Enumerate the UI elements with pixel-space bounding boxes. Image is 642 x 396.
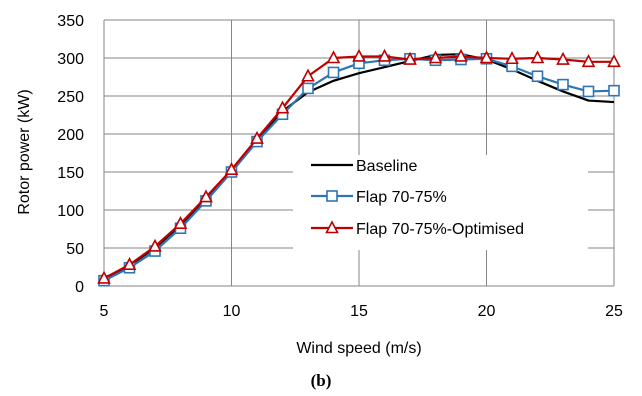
legend-marker bbox=[325, 220, 339, 234]
data-series bbox=[97, 48, 621, 287]
data-point bbox=[479, 50, 494, 64]
data-point bbox=[428, 50, 443, 64]
y-tick-label: 100 bbox=[57, 203, 84, 220]
x-tick-label: 5 bbox=[100, 303, 109, 320]
data-point bbox=[302, 82, 314, 95]
data-point bbox=[352, 48, 366, 62]
data-point bbox=[224, 161, 239, 176]
data-point bbox=[556, 51, 570, 65]
y-tick-label: 50 bbox=[66, 241, 84, 258]
data-point bbox=[581, 54, 596, 68]
legend-label: Flap 70-75%-Optimised bbox=[356, 221, 524, 238]
series-3 bbox=[97, 48, 621, 284]
legend-background bbox=[293, 155, 588, 250]
data-point bbox=[582, 85, 595, 98]
legend-label: Baseline bbox=[356, 158, 417, 175]
data-point bbox=[301, 68, 315, 82]
x-tick-label: 25 bbox=[605, 303, 623, 320]
legend-entry-1: Baseline bbox=[311, 158, 417, 175]
data-point bbox=[403, 51, 417, 65]
data-point bbox=[173, 215, 188, 229]
data-point bbox=[454, 48, 468, 62]
data-point bbox=[530, 50, 545, 64]
data-point bbox=[505, 51, 519, 65]
x-tick-label: 20 bbox=[478, 303, 496, 320]
data-point bbox=[148, 238, 162, 252]
y-tick-labels: 0 50 100 150 200 250 300 350 bbox=[57, 13, 84, 296]
data-point bbox=[557, 78, 569, 91]
legend-entry-3: Flap 70-75%-Optimised bbox=[311, 220, 524, 238]
data-point bbox=[122, 256, 137, 271]
y-tick-label: 150 bbox=[57, 165, 84, 182]
legend-entry-2: Flap 70-75% bbox=[311, 189, 447, 206]
data-point bbox=[250, 130, 264, 144]
figure-caption: (b) bbox=[311, 371, 332, 390]
data-point bbox=[607, 54, 621, 68]
data-point bbox=[97, 270, 111, 284]
legend: Baseline Flap 70-75% Flap 70-75%-Optimised bbox=[293, 155, 588, 250]
y-axis-title: Rotor power (kW) bbox=[16, 89, 33, 214]
data-point bbox=[608, 84, 620, 97]
data-point bbox=[199, 189, 213, 203]
data-point bbox=[275, 100, 290, 114]
x-tick-label: 10 bbox=[223, 303, 241, 320]
y-tick-label: 250 bbox=[57, 89, 84, 106]
x-axis-title: Wind speed (m/s) bbox=[296, 340, 421, 357]
y-tick-label: 300 bbox=[57, 51, 84, 68]
data-point bbox=[327, 66, 340, 79]
legend-marker bbox=[326, 190, 338, 202]
x-tick-label: 15 bbox=[350, 303, 368, 320]
data-point bbox=[326, 50, 341, 64]
y-tick-label: 0 bbox=[75, 279, 84, 296]
data-point bbox=[377, 48, 392, 62]
legend-label: Flap 70-75% bbox=[356, 189, 447, 206]
y-tick-label: 350 bbox=[57, 13, 84, 30]
x-tick-labels: 5 10 15 20 25 bbox=[100, 303, 623, 320]
data-point bbox=[531, 70, 544, 83]
y-tick-label: 200 bbox=[57, 127, 84, 144]
